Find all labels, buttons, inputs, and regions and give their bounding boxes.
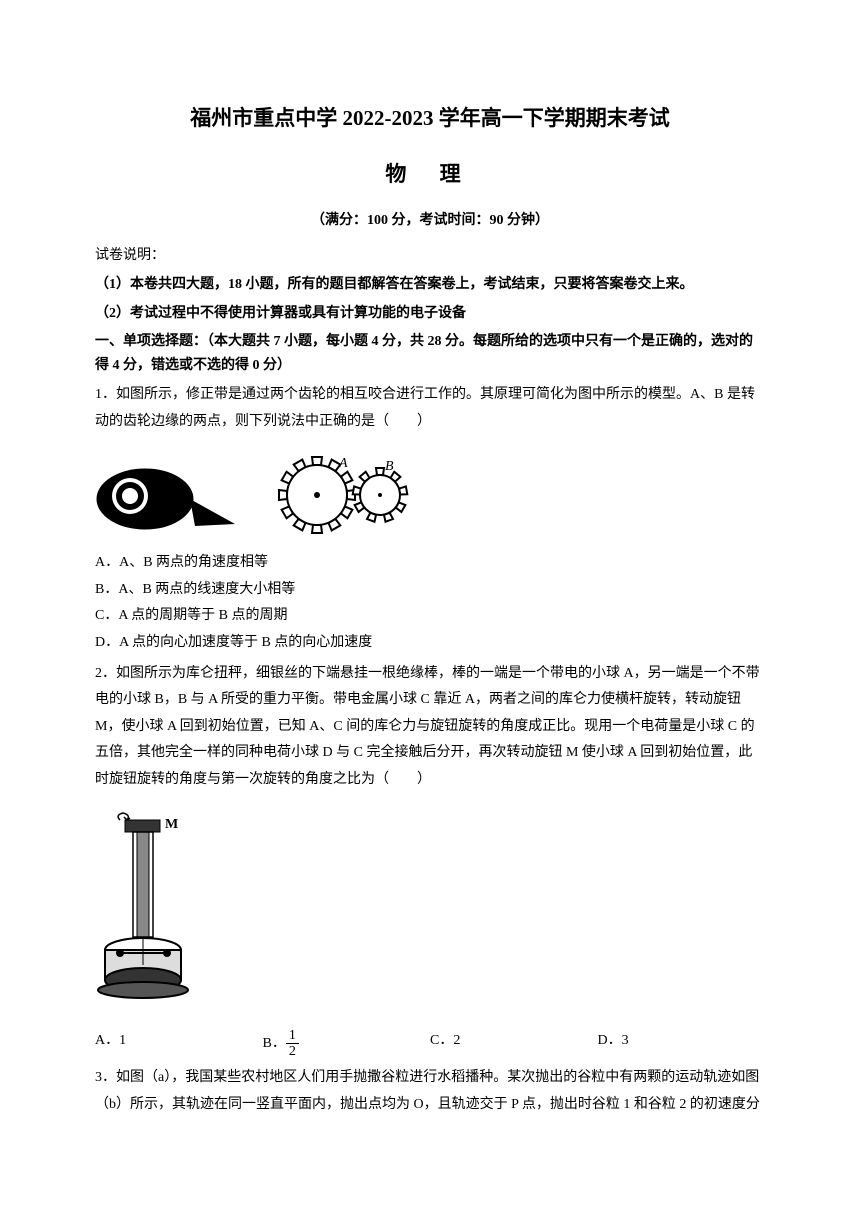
q2-option-b: B．12: [263, 1028, 431, 1060]
q1-option-b: B．A、B 两点的线速度大小相等: [95, 577, 765, 604]
instruction-2: （2）考试过程中不得使用计算器或具有计算功能的电子设备: [95, 301, 765, 326]
figure-gears: A B: [275, 445, 415, 540]
instruction-1: （1）本卷共四大题，18 小题，所有的题目都解答在答案卷上，考试结束，只要将答案…: [95, 272, 765, 297]
subject-title: 物 理: [95, 156, 765, 194]
page-title: 福州市重点中学 2022-2023 学年高一下学期期末考试: [95, 100, 765, 138]
svg-text:A: A: [338, 456, 348, 471]
q2-option-d: D．3: [598, 1028, 766, 1060]
figure-coulomb-torsion: M: [95, 805, 210, 1000]
q2-option-c: C．2: [430, 1028, 598, 1060]
section-1-header: 一、单项选择题：（本大题共 7 小题，每小题 4 分，共 28 分。每题所给的选…: [95, 330, 765, 378]
q1-option-a: A．A、B 两点的角速度相等: [95, 550, 765, 577]
figure-correction-tape: [95, 454, 245, 532]
exam-info: （满分：100 分，考试时间：90 分钟）: [95, 208, 765, 233]
q2-option-a: A．1: [95, 1028, 263, 1060]
q1-option-d: D．A 点的向心加速度等于 B 点的向心加速度: [95, 630, 765, 657]
question-2-options: A．1 B．12 C．2 D．3: [95, 1028, 765, 1060]
question-3-text: 3．如图（a），我国某些农村地区人们用手抛撒谷粒进行水稻播种。某次抛出的谷粒中有…: [95, 1065, 765, 1118]
question-1-figures: A B: [95, 445, 765, 540]
svg-text:B: B: [385, 459, 394, 474]
question-2-text: 2．如图所示为库仑扭秤，细银丝的下端悬挂一根绝缘棒，棒的一端是一个带电的小球 A…: [95, 661, 765, 794]
instructions-label: 试卷说明：: [95, 243, 765, 268]
question-1-options: A．A、B 两点的角速度相等 B．A、B 两点的线速度大小相等 C．A 点的周期…: [95, 550, 765, 656]
question-1-text: 1．如图所示，修正带是通过两个齿轮的相互咬合进行工作的。其原理可简化为图中所示的…: [95, 382, 765, 435]
svg-text:M: M: [165, 817, 178, 832]
q1-option-c: C．A 点的周期等于 B 点的周期: [95, 603, 765, 630]
